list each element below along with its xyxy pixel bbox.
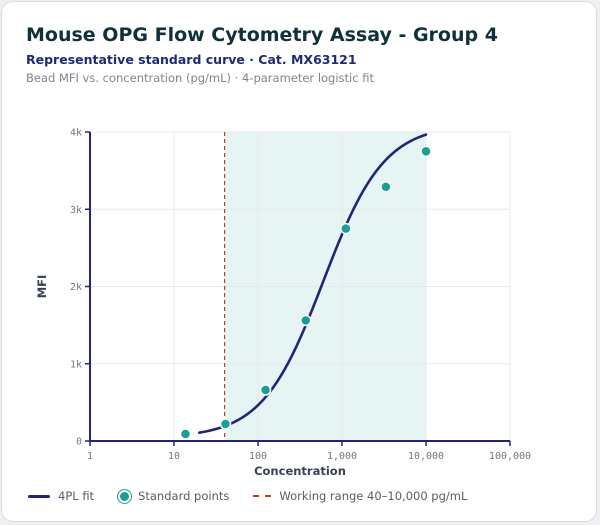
chart-description: Bead MFI vs. concentration (pg/mL) · 4-p…	[26, 71, 374, 85]
x-tick-label: 1	[87, 451, 93, 462]
standard-point	[420, 145, 432, 158]
chart-subtitle: Representative standard curve · Cat. MX6…	[26, 52, 357, 67]
legend-item-range: Working range 40–10,000 pg/mL	[253, 489, 467, 503]
standard-point	[380, 181, 392, 193]
x-tick-label: 10,000	[408, 451, 444, 462]
standard-point	[340, 222, 352, 235]
standard-point	[219, 418, 232, 430]
standard-point	[179, 428, 192, 440]
range-line-swatch	[253, 495, 272, 497]
x-tick-label: 1,000	[327, 451, 357, 462]
point-swatch	[118, 489, 132, 503]
y-axis-title: MFI	[35, 275, 49, 299]
standard-point	[259, 384, 272, 396]
x-tick-label: 100,000	[489, 451, 531, 462]
legend-item-fit: 4PL fit	[28, 489, 94, 503]
x-tick-label: 10	[168, 451, 180, 462]
x-axis-title: Concentration	[254, 464, 346, 478]
y-tick-label: 4k	[70, 128, 82, 139]
legend-item-points: Standard points	[118, 489, 229, 503]
y-tick-label: 0	[76, 437, 82, 448]
y-tick-label: 3k	[70, 205, 82, 216]
y-tick-label: 1k	[70, 359, 82, 370]
legend-points-label: Standard points	[138, 489, 230, 503]
legend-fit-label: 4PL fit	[58, 489, 95, 503]
standard-point	[299, 314, 312, 327]
fit-curve	[197, 133, 428, 434]
x-tick-label: 100	[249, 451, 267, 462]
y-tick-label: 2k	[70, 282, 82, 293]
chart-legend: 4PL fit Standard points Working range 40…	[28, 487, 491, 505]
fit-line-swatch	[28, 494, 50, 498]
legend-range-label: Working range 40–10,000 pg/mL	[279, 489, 468, 503]
chart-title: Mouse OPG Flow Cytometry Assay - Group 4	[26, 24, 498, 46]
